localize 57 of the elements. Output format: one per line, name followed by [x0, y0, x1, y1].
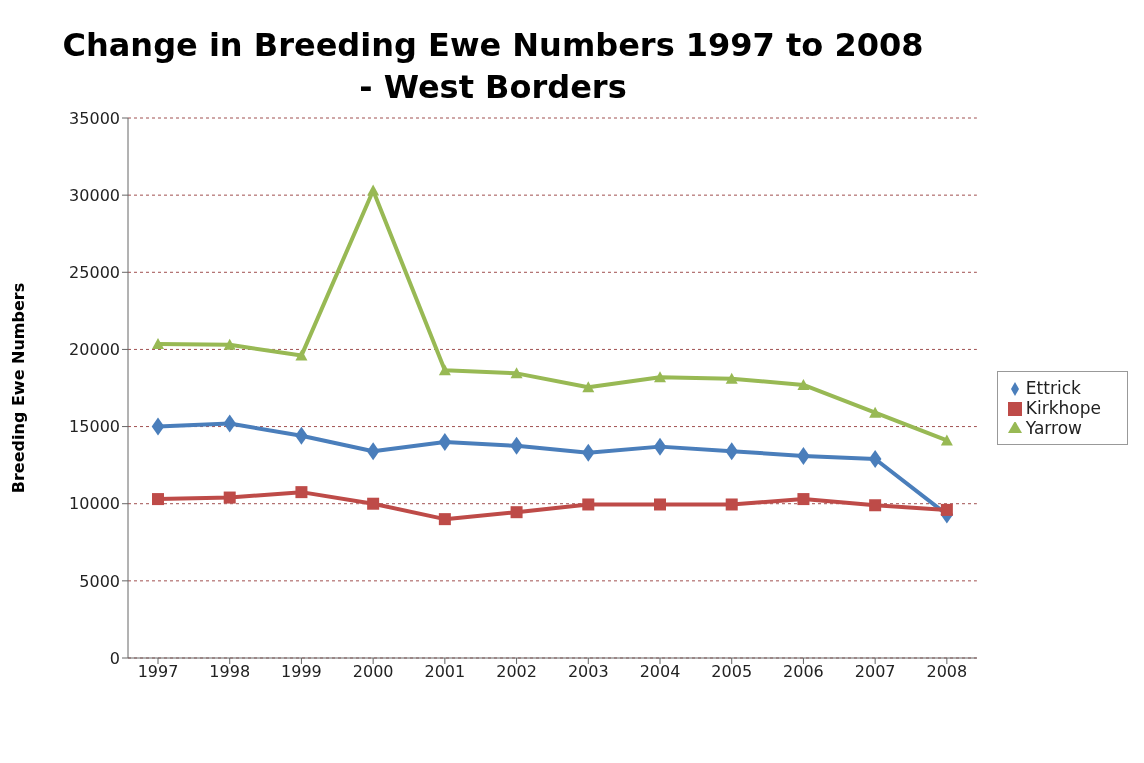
point	[151, 417, 165, 436]
x-tick-label: 1999	[281, 662, 322, 682]
point	[725, 442, 739, 461]
legend-label: Yarrow	[1025, 418, 1082, 438]
x-tick-label: 1998	[209, 662, 251, 682]
y-tick-label: 30000	[69, 185, 120, 205]
point	[438, 513, 451, 526]
point	[869, 499, 882, 512]
y-tick-label: 0	[109, 648, 120, 668]
point	[510, 506, 523, 519]
legend-label: Ettrick	[1025, 378, 1081, 398]
point	[654, 371, 666, 383]
point	[725, 498, 738, 511]
point	[797, 378, 810, 390]
point	[653, 437, 667, 456]
point	[438, 364, 451, 376]
y-tick-label: 25000	[69, 262, 120, 282]
point	[223, 414, 237, 433]
point	[295, 486, 308, 499]
point	[152, 338, 164, 350]
point	[797, 493, 810, 506]
point	[367, 497, 380, 510]
point	[152, 493, 164, 506]
y-tick-label: 35000	[69, 108, 120, 128]
x-tick-label: 2001	[424, 662, 466, 682]
y-tick-label: 10000	[69, 494, 120, 514]
point	[581, 443, 595, 462]
x-tick-label: 2006	[783, 662, 824, 682]
point	[510, 367, 523, 379]
point	[223, 338, 236, 350]
point	[366, 442, 380, 461]
point	[295, 349, 308, 361]
y-tick-label: 15000	[69, 417, 120, 437]
point	[940, 503, 953, 516]
y-tick-label: 20000	[69, 340, 120, 360]
y-axis-title: Breeding Ewe Numbers	[8, 282, 28, 494]
x-tick-label: 2002	[496, 662, 537, 682]
point	[654, 498, 666, 511]
y-tick-label: 5000	[79, 571, 120, 591]
point	[868, 449, 882, 468]
point	[438, 433, 452, 451]
point	[940, 434, 953, 446]
x-tick-label: 2003	[567, 662, 609, 682]
x-tick-label: 2008	[926, 662, 968, 682]
point	[367, 184, 380, 196]
point	[725, 372, 738, 384]
point	[582, 498, 595, 511]
x-tick-label: 2005	[711, 662, 753, 682]
point	[582, 381, 595, 393]
chart-title: Change in Breeding Ewe Numbers 1997 to 2008 - West Borders	[61, 25, 925, 108]
x-tick-label: 2000	[352, 662, 394, 682]
point	[223, 491, 236, 504]
x-tick-label: 2007	[854, 662, 896, 682]
legend-label: Kirkhope	[1025, 398, 1101, 418]
x-tick-label: 2004	[639, 662, 681, 682]
x-tick-label: 1997	[137, 662, 179, 682]
point	[869, 406, 882, 418]
